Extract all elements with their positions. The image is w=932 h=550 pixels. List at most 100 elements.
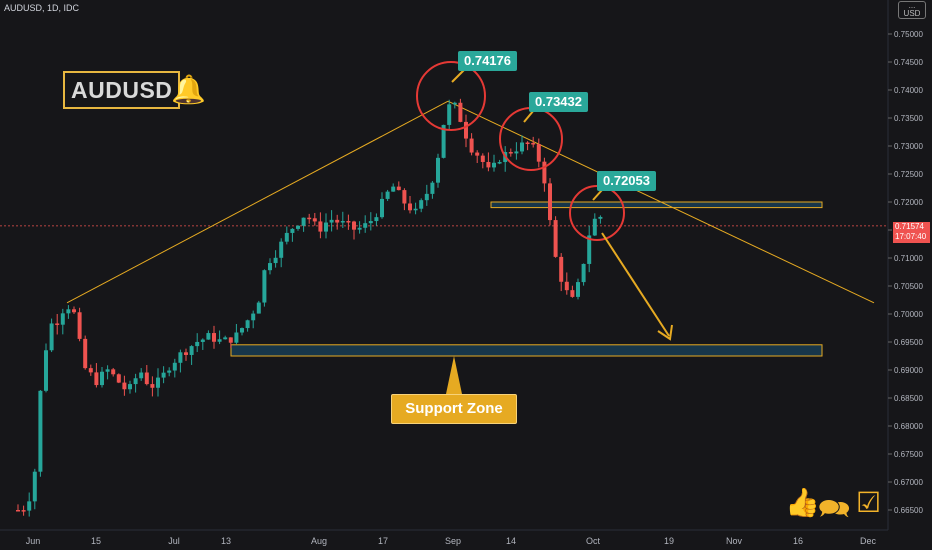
thumbs-up-icon[interactable]: 👍 xyxy=(785,487,820,518)
candle-body xyxy=(329,219,334,223)
candle-body xyxy=(139,372,144,379)
x-tick-label: 19 xyxy=(664,536,674,546)
candle-body xyxy=(374,217,379,222)
symbol-header: AUDUSD, 1D, IDC xyxy=(4,3,80,13)
candle-body xyxy=(559,256,564,282)
x-tick-label: 15 xyxy=(91,536,101,546)
callout-pointer-2 xyxy=(523,109,535,123)
current-price: 0.71574 xyxy=(895,222,924,231)
candle-body xyxy=(16,510,20,512)
candle-body xyxy=(156,377,160,388)
candle-body xyxy=(419,200,424,209)
trendline-rising xyxy=(66,100,449,304)
y-tick-label: 0.71000 xyxy=(894,254,923,263)
peak-label-3: 0.72053 xyxy=(597,171,656,191)
candle-body xyxy=(212,333,216,342)
candle-body xyxy=(60,313,65,325)
currency-selector[interactable]: ... USD xyxy=(898,1,926,19)
candle-body xyxy=(49,323,54,351)
x-tick-label: Jul xyxy=(168,536,180,546)
x-tick-label: Sep xyxy=(445,536,461,546)
candle-body xyxy=(105,369,110,372)
candle-body xyxy=(458,102,463,122)
y-tick-label: 0.73000 xyxy=(894,142,923,151)
candle-body xyxy=(553,220,558,257)
trendline-falling xyxy=(447,100,875,304)
candle-body xyxy=(38,390,43,472)
peak-label-1: 0.74176 xyxy=(458,51,517,71)
candle-body xyxy=(296,225,300,229)
y-tick-label: 0.72000 xyxy=(894,198,923,207)
candle-body xyxy=(548,183,552,221)
candle-body xyxy=(363,223,368,228)
candle-body xyxy=(234,332,239,343)
y-tick-label: 0.67500 xyxy=(894,450,923,459)
candle-body xyxy=(536,144,541,162)
candle-body xyxy=(44,350,48,391)
candle-body xyxy=(88,368,93,373)
candle-body xyxy=(430,182,435,194)
bell-icon: 🔔 xyxy=(171,74,206,105)
candle-body xyxy=(447,104,452,125)
candle-body xyxy=(27,501,32,511)
candle-body xyxy=(413,208,418,211)
candle-body xyxy=(525,142,530,145)
y-tick-label: 0.74500 xyxy=(894,58,923,67)
candle-body xyxy=(592,218,597,236)
candle-body xyxy=(72,309,76,313)
symbol-title: AUDUSD xyxy=(63,71,181,109)
comments-icon[interactable]: 🗪 xyxy=(818,493,851,523)
candle-body xyxy=(66,309,71,314)
peak-circle-1 xyxy=(416,61,486,131)
resistance-zone xyxy=(490,201,823,209)
candle-body xyxy=(55,323,60,325)
candle-body xyxy=(144,372,149,385)
currency-dots: ... xyxy=(908,1,916,10)
candle-body xyxy=(497,162,502,164)
x-tick-label: 14 xyxy=(506,536,516,546)
candle-body xyxy=(262,270,267,303)
candle-body xyxy=(167,370,172,373)
candle-body xyxy=(150,384,155,388)
candle-body xyxy=(172,362,177,371)
peak-circle-2 xyxy=(499,107,563,171)
support-zone xyxy=(230,344,823,357)
candle-body xyxy=(83,338,88,369)
support-pointer xyxy=(446,356,462,394)
candle-body xyxy=(223,337,228,340)
y-tick-label: 0.68000 xyxy=(894,422,923,431)
y-tick-label: 0.67000 xyxy=(894,478,923,487)
y-tick-label: 0.69000 xyxy=(894,366,923,375)
candle-body xyxy=(492,162,496,168)
candle-body xyxy=(408,203,412,211)
currency-label: USD xyxy=(903,9,921,18)
candle-body xyxy=(206,333,211,340)
candle-body xyxy=(279,241,284,258)
candle-body xyxy=(189,346,194,355)
candle-body xyxy=(32,471,37,502)
candle-body xyxy=(464,121,468,139)
candle-body xyxy=(570,290,575,297)
candle-body xyxy=(346,221,351,223)
check-box-icon[interactable]: ☑ xyxy=(856,487,882,518)
y-tick-label: 0.73500 xyxy=(894,114,923,123)
candle-body xyxy=(312,218,317,222)
candle-body xyxy=(195,341,200,347)
x-tick-label: Jun xyxy=(26,536,41,546)
projection-arrow-line xyxy=(601,232,670,337)
candle-body xyxy=(273,257,278,264)
candle-body xyxy=(598,216,603,219)
candle-body xyxy=(480,155,485,162)
candle-body xyxy=(256,302,261,314)
candle-body xyxy=(21,510,26,512)
candle-body xyxy=(77,312,82,339)
support-zone-label: Support Zone xyxy=(391,394,517,424)
candle-body xyxy=(542,161,547,184)
candle-body xyxy=(94,372,99,386)
candle-body xyxy=(340,221,345,223)
candle-body xyxy=(424,193,429,201)
y-tick-label: 0.75000 xyxy=(894,30,923,39)
candle-body xyxy=(520,142,524,152)
candle-body xyxy=(368,221,373,224)
